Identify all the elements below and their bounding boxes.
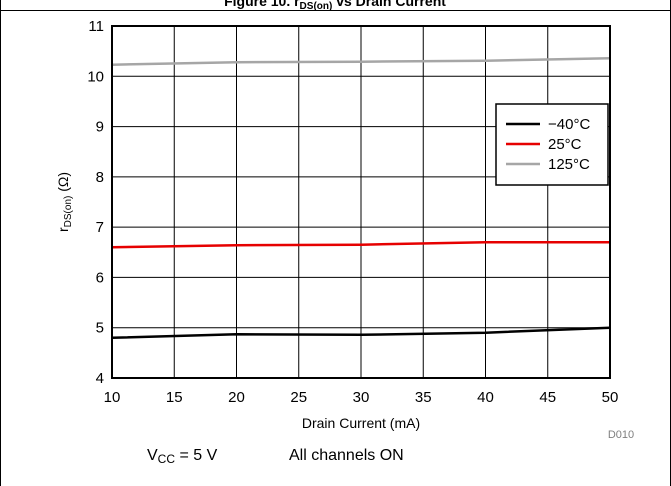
x-tick-label-1: 15 (166, 389, 183, 406)
series-line-0 (111, 326, 611, 340)
y-tick-label-5: 9 (96, 119, 104, 136)
x-tick-label-8: 50 (602, 389, 619, 406)
legend-label-0: −40°C (548, 116, 590, 133)
x-tick-labels: 10 15 20 25 30 35 40 45 50 (104, 389, 619, 406)
series-lines (111, 56, 611, 340)
y-tick-label-2: 6 (96, 269, 104, 286)
legend-label-2: 125°C (548, 156, 590, 173)
x-tick-label-2: 20 (228, 389, 245, 406)
x-tick-label-4: 30 (353, 389, 370, 406)
x-tick-label-3: 25 (290, 389, 307, 406)
y-tick-label-7: 11 (88, 18, 104, 35)
channels-condition: All channels ON (289, 447, 404, 464)
y-tick-label-4: 8 (96, 169, 104, 186)
vcc-condition: VCC = 5 V (147, 447, 218, 466)
y-tick-label-6: 10 (87, 68, 104, 85)
x-tick-label-7: 45 (539, 389, 556, 406)
legend: −40°C 25°C 125°C (495, 103, 609, 186)
y-tick-label-3: 7 (96, 219, 104, 236)
figure-code: D010 (608, 429, 634, 441)
y-tick-label-0: 4 (96, 370, 104, 387)
x-tick-label-5: 35 (415, 389, 432, 406)
series-line-1 (111, 240, 610, 249)
x-tick-label-6: 40 (477, 389, 494, 406)
series-line-2 (111, 56, 611, 66)
y-tick-labels: 4 5 6 7 8 9 10 11 (87, 18, 104, 387)
chart-title: Figure 10. rDS(on) vs Drain Current (224, 0, 446, 12)
y-tick-label-1: 5 (96, 320, 104, 337)
x-axis-label: Drain Current (mA) (302, 415, 420, 431)
legend-label-1: 25°C (548, 136, 582, 153)
x-tick-label-0: 10 (104, 389, 121, 406)
plot-area (111, 25, 611, 379)
y-axis-label: rDS(on) (Ω) (55, 172, 74, 232)
legend-items: −40°C 25°C 125°C (506, 116, 590, 173)
grid-lines (111, 25, 611, 379)
plot-border (111, 25, 611, 379)
